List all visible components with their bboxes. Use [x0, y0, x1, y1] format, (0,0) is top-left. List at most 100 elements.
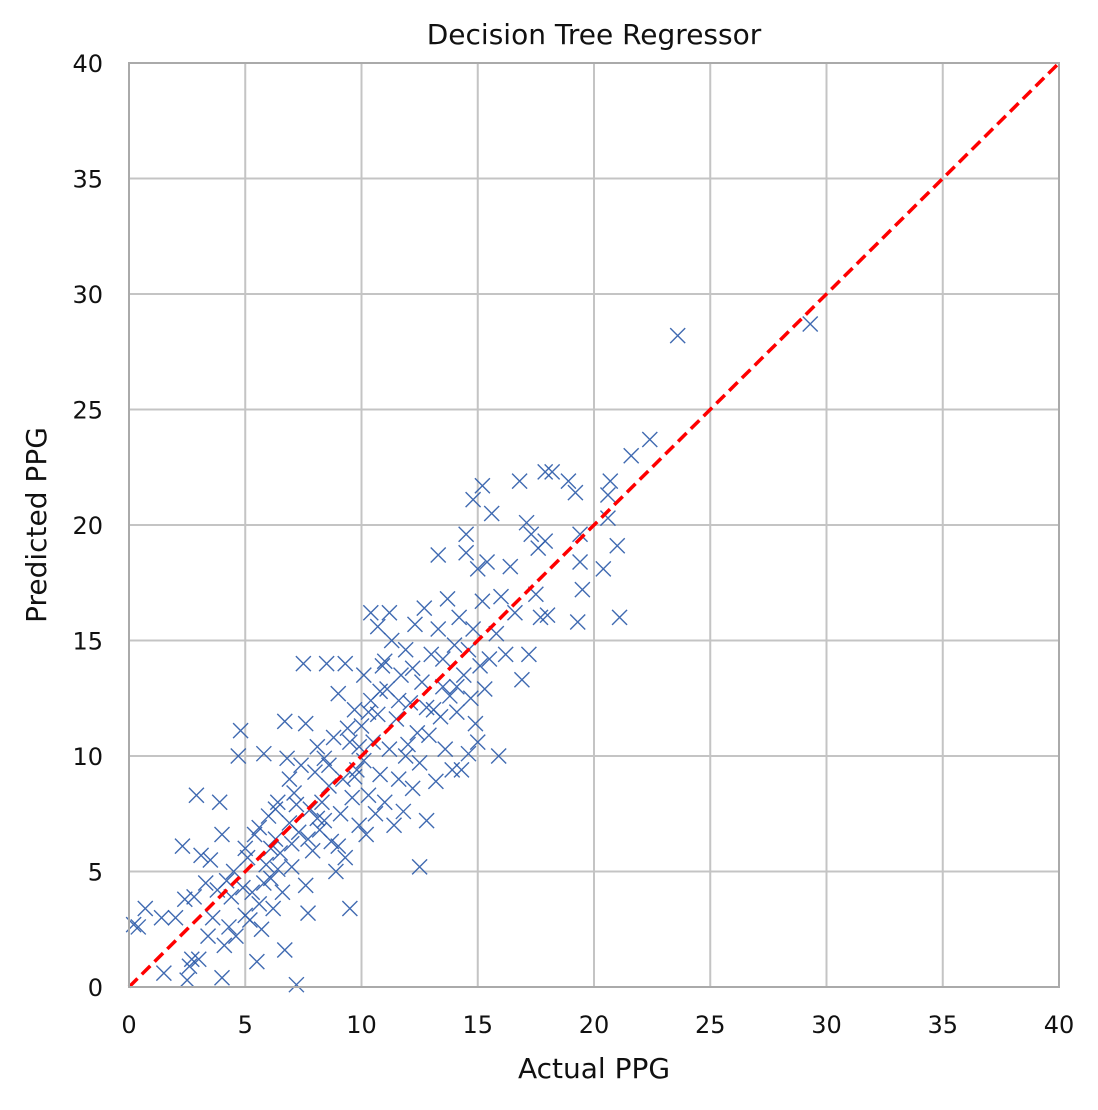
data-point-x-marker — [560, 473, 577, 490]
data-point-x-marker — [316, 750, 333, 767]
data-point-x-marker — [376, 653, 393, 670]
data-point-x-marker — [446, 637, 463, 654]
data-point-x-marker — [307, 764, 323, 781]
x-tick-label: 15 — [462, 1011, 493, 1039]
data-point-x-marker — [211, 794, 228, 811]
data-point-x-marker — [232, 722, 249, 739]
data-point-x-marker — [202, 851, 219, 868]
data-point-x-marker — [179, 972, 196, 989]
data-point-x-marker — [183, 951, 200, 968]
data-point-x-marker — [404, 780, 421, 797]
x-tick-label: 40 — [1044, 1011, 1075, 1039]
data-point-x-marker — [272, 845, 289, 862]
data-point-x-marker — [474, 593, 491, 610]
data-point-x-marker — [458, 544, 475, 561]
x-axis-label: Actual PPG — [518, 1052, 670, 1085]
data-point-x-marker — [283, 858, 300, 875]
data-point-x-marker — [337, 655, 354, 672]
data-point-x-marker — [611, 609, 628, 626]
data-point-x-marker — [309, 810, 326, 827]
data-point-x-marker — [269, 861, 286, 878]
data-point-x-marker — [332, 805, 349, 822]
data-point-x-marker — [241, 912, 258, 929]
scatter-points — [125, 316, 819, 993]
data-point-x-marker — [451, 609, 468, 626]
y-tick-label: 0 — [88, 974, 103, 1002]
data-point-x-marker — [283, 835, 300, 852]
data-point-x-marker — [246, 826, 263, 843]
data-point-x-marker — [372, 766, 389, 783]
data-point-x-marker — [204, 909, 221, 926]
data-point-x-marker — [390, 692, 407, 709]
data-point-x-marker — [641, 431, 658, 448]
data-point-x-marker — [472, 657, 489, 674]
data-point-x-marker — [502, 558, 519, 575]
data-point-x-marker — [227, 928, 244, 945]
data-point-x-marker — [239, 849, 256, 866]
data-point-x-marker — [367, 805, 384, 822]
x-tick-label: 30 — [811, 1011, 842, 1039]
x-tick-label: 25 — [695, 1011, 726, 1039]
data-point-x-marker — [602, 473, 619, 490]
data-point-x-marker — [437, 741, 454, 758]
y-tick-label: 5 — [88, 859, 103, 887]
data-point-x-marker — [265, 900, 282, 917]
data-point-x-marker — [337, 849, 354, 866]
data-point-x-marker — [288, 976, 305, 993]
data-point-x-marker — [251, 819, 268, 836]
data-point-x-marker — [386, 817, 403, 834]
data-point-x-marker — [395, 803, 412, 820]
data-point-x-marker — [469, 560, 486, 577]
data-point-x-marker — [288, 796, 305, 813]
data-point-x-marker — [190, 951, 207, 968]
data-point-x-marker — [453, 761, 470, 778]
data-point-x-marker — [462, 690, 479, 707]
data-point-x-marker — [448, 704, 465, 721]
data-point-x-marker — [381, 741, 398, 758]
y-tick-label: 40 — [72, 50, 103, 78]
data-point-x-marker — [404, 660, 421, 677]
data-point-x-marker — [444, 761, 461, 778]
data-point-x-marker — [467, 715, 484, 732]
data-point-x-marker — [434, 650, 451, 667]
data-point-x-marker — [362, 604, 379, 621]
data-point-x-marker — [330, 838, 347, 855]
data-point-x-marker — [413, 674, 430, 691]
x-tick-label: 20 — [579, 1011, 610, 1039]
data-point-x-marker — [427, 773, 444, 790]
data-point-x-marker — [418, 812, 435, 829]
data-point-x-marker — [276, 713, 293, 730]
x-tick-label: 0 — [121, 1011, 136, 1039]
data-point-x-marker — [374, 657, 391, 674]
data-point-x-marker — [355, 667, 372, 684]
data-point-x-marker — [572, 526, 589, 543]
data-point-x-marker — [465, 491, 482, 508]
data-point-x-marker — [267, 801, 284, 818]
data-point-x-marker — [400, 736, 416, 753]
data-point-x-marker — [300, 905, 317, 922]
data-point-x-marker — [376, 794, 393, 811]
data-point-x-marker — [244, 884, 261, 901]
data-point-x-marker — [430, 620, 447, 637]
data-point-x-marker — [174, 838, 191, 855]
data-point-x-marker — [360, 787, 377, 804]
data-point-x-marker — [430, 547, 447, 564]
data-point-x-marker — [539, 607, 556, 624]
data-point-x-marker — [290, 824, 307, 841]
data-point-x-marker — [569, 614, 586, 631]
data-point-x-marker — [327, 863, 344, 880]
data-point-x-marker — [481, 650, 498, 667]
data-point-x-marker — [574, 581, 591, 598]
data-point-x-marker — [390, 771, 407, 788]
data-point-x-marker — [411, 754, 428, 771]
data-point-x-marker — [458, 526, 475, 543]
data-point-x-marker — [455, 667, 472, 684]
data-point-x-marker — [274, 884, 291, 901]
data-point-x-marker — [188, 787, 205, 804]
y-tick-label: 15 — [72, 628, 103, 656]
data-point-x-marker — [286, 784, 303, 801]
data-point-x-marker — [383, 632, 400, 649]
data-point-x-marker — [318, 655, 335, 672]
data-point-x-marker — [248, 953, 265, 970]
